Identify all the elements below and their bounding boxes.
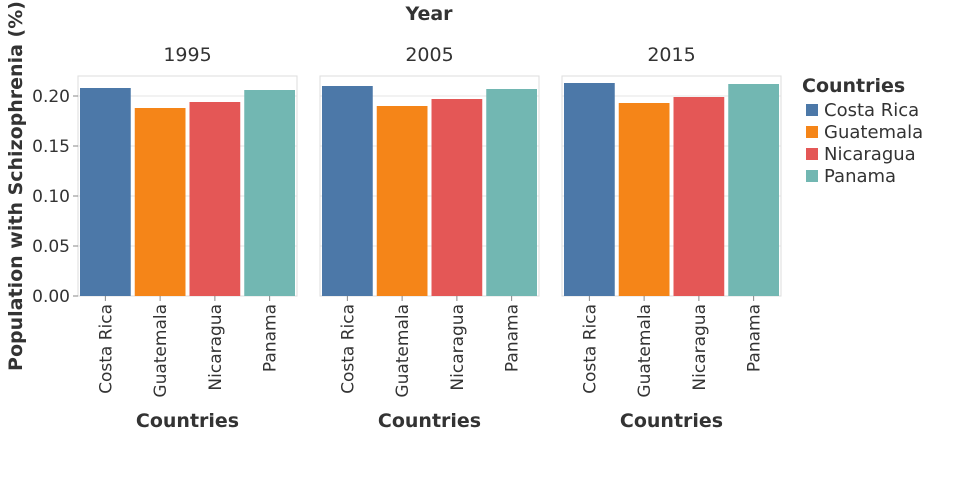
facet-title: 2005 [405, 44, 453, 66]
legend-label: Nicaragua [824, 144, 916, 165]
y-tick-label: 0.15 [32, 137, 70, 157]
x-tick-label: Costa Rica [338, 304, 358, 394]
bar-nicaragua [431, 99, 483, 296]
bar-costa-rica [322, 86, 373, 296]
x-tick-label: Guatemala [393, 304, 413, 398]
x-tick-label: Panama [261, 304, 281, 372]
bar-panama [486, 89, 537, 296]
x-tick-label: Nicaragua [206, 304, 226, 391]
x-tick-label: Panama [745, 304, 765, 372]
y-tick-label: 0.20 [32, 87, 70, 107]
bar-guatemala [134, 108, 186, 296]
bar-guatemala [376, 106, 428, 296]
bar-panama [728, 84, 779, 296]
bar-nicaragua [189, 102, 241, 296]
facet-title: 1995 [163, 44, 211, 66]
x-tick-label: Nicaragua [690, 304, 710, 391]
legend-label: Guatemala [824, 122, 923, 143]
y-tick-label: 0.10 [32, 187, 70, 207]
y-axis-title: Population with Schizophrenia (%) [5, 1, 27, 371]
legend-title: Countries [802, 75, 905, 97]
x-tick-label: Panama [503, 304, 523, 372]
legend-label: Panama [824, 166, 896, 187]
x-tick-label: Guatemala [635, 304, 655, 398]
facet-column-header: Year [404, 3, 453, 25]
x-tick-label: Nicaragua [448, 304, 468, 391]
y-tick-label: 0.00 [32, 287, 70, 307]
bar-panama [244, 90, 295, 296]
x-tick-label: Costa Rica [96, 304, 116, 394]
x-axis-title: Countries [378, 410, 481, 432]
legend-label: Costa Rica [824, 100, 919, 121]
bar-guatemala [618, 103, 670, 296]
legend-swatch [806, 148, 818, 160]
bar-costa-rica [80, 88, 131, 296]
facet-panel-border [319, 75, 540, 297]
facet-panel-border [77, 75, 298, 297]
x-tick-label: Costa Rica [580, 304, 600, 394]
legend-swatch [806, 104, 818, 116]
legend-swatch [806, 170, 818, 182]
legend-swatch [806, 126, 818, 138]
x-axis-title: Countries [136, 410, 239, 432]
x-axis-title: Countries [620, 410, 723, 432]
x-tick-label: Guatemala [151, 304, 171, 398]
y-tick-label: 0.05 [32, 237, 70, 257]
facet-panel-border [561, 75, 782, 297]
bar-nicaragua [673, 97, 725, 296]
facet-title: 2015 [647, 44, 695, 66]
bar-costa-rica [564, 83, 615, 296]
